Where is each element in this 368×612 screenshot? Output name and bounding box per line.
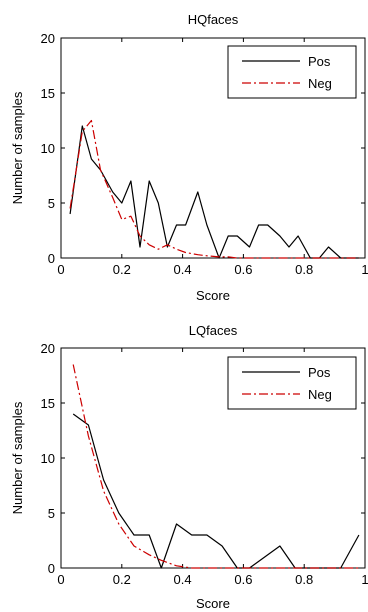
y-tick-label: 20: [41, 31, 55, 46]
y-tick-label: 15: [41, 396, 55, 411]
x-tick-label: 0.2: [113, 262, 131, 277]
chart-title: LQfaces: [189, 323, 238, 338]
series-line-pos: [69, 125, 359, 259]
x-tick-label: 0.6: [234, 262, 252, 277]
legend-entry-pos: Pos: [308, 365, 331, 380]
x-tick-label: 0.8: [295, 572, 313, 587]
chart-title: HQfaces: [188, 12, 239, 27]
series-line-pos: [72, 413, 360, 569]
x-axis-label: Score: [196, 288, 230, 303]
x-tick-label: 1: [361, 262, 368, 277]
legend-entry-pos: Pos: [308, 54, 331, 69]
x-tick-label: 0.4: [174, 572, 192, 587]
y-tick-label: 10: [41, 451, 55, 466]
y-tick-label: 5: [48, 506, 55, 521]
legend: Pos Neg: [227, 45, 357, 99]
legend-entry-neg: Neg: [308, 387, 332, 402]
series-line-neg: [72, 364, 359, 569]
series-line-neg: [69, 119, 359, 259]
x-tick-label: 0.2: [113, 572, 131, 587]
x-tick-label: 0.6: [234, 572, 252, 587]
legend-box: [227, 356, 357, 410]
y-tick-label: 10: [41, 141, 55, 156]
y-tick-label: 15: [41, 86, 55, 101]
legend-box: [227, 45, 357, 99]
legend: Pos Neg: [227, 356, 357, 410]
x-tick-label: 0.8: [295, 262, 313, 277]
y-tick-label: 20: [41, 341, 55, 356]
x-tick-label: 0: [57, 262, 64, 277]
x-tick-label: 1: [361, 572, 368, 587]
x-tick-label: 0: [57, 572, 64, 587]
x-axis-label: Score: [196, 596, 230, 611]
y-tick-label: 0: [48, 251, 55, 266]
x-tick-label: 0.4: [174, 262, 192, 277]
y-tick-label: 0: [48, 561, 55, 576]
y-tick-label: 5: [48, 196, 55, 211]
y-axis-label: Number of samples: [10, 91, 25, 204]
y-axis-label: Number of samples: [10, 401, 25, 514]
legend-entry-neg: Neg: [308, 76, 332, 91]
